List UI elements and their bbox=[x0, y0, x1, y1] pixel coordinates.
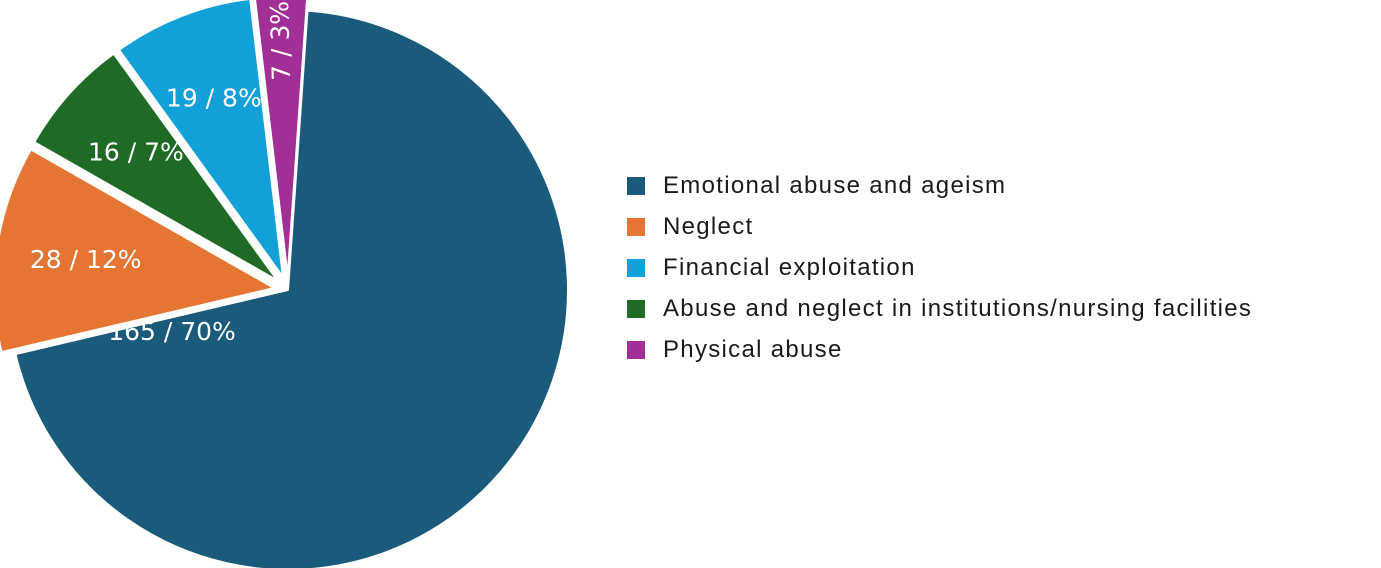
legend-item: Financial exploitation bbox=[627, 250, 1252, 285]
pie-slice-3 bbox=[117, 0, 285, 281]
slice-label-3: 19 / 8% bbox=[166, 84, 262, 113]
legend-swatch bbox=[627, 340, 645, 359]
legend-label: Physical abuse bbox=[663, 335, 843, 363]
slice-label-2: 16 / 7% bbox=[88, 137, 184, 166]
pie-slice-0 bbox=[14, 9, 569, 568]
slice-label-1: 28 / 12% bbox=[30, 245, 142, 274]
legend-item: Abuse and neglect in institutions/nursin… bbox=[627, 291, 1252, 326]
legend-swatch bbox=[627, 258, 645, 277]
pie-slice-4 bbox=[254, 0, 308, 277]
legend-swatch bbox=[627, 217, 645, 236]
pie-slice-2 bbox=[32, 52, 279, 282]
legend-item: Physical abuse bbox=[627, 332, 1252, 367]
pie-slice-1 bbox=[0, 148, 277, 354]
legend-swatch bbox=[627, 299, 645, 318]
legend-item: Neglect bbox=[627, 209, 1252, 244]
legend-item: Emotional abuse and ageism bbox=[627, 168, 1252, 203]
legend-label: Emotional abuse and ageism bbox=[663, 171, 1007, 199]
slice-label-4: 7 / 3% bbox=[265, 1, 296, 82]
legend-label: Financial exploitation bbox=[663, 253, 916, 281]
legend-label: Neglect bbox=[663, 212, 754, 240]
legend-swatch bbox=[627, 176, 645, 195]
legend-label: Abuse and neglect in institutions/nursin… bbox=[663, 294, 1253, 322]
legend: Emotional abuse and ageism Neglect Financi… bbox=[627, 168, 1252, 373]
